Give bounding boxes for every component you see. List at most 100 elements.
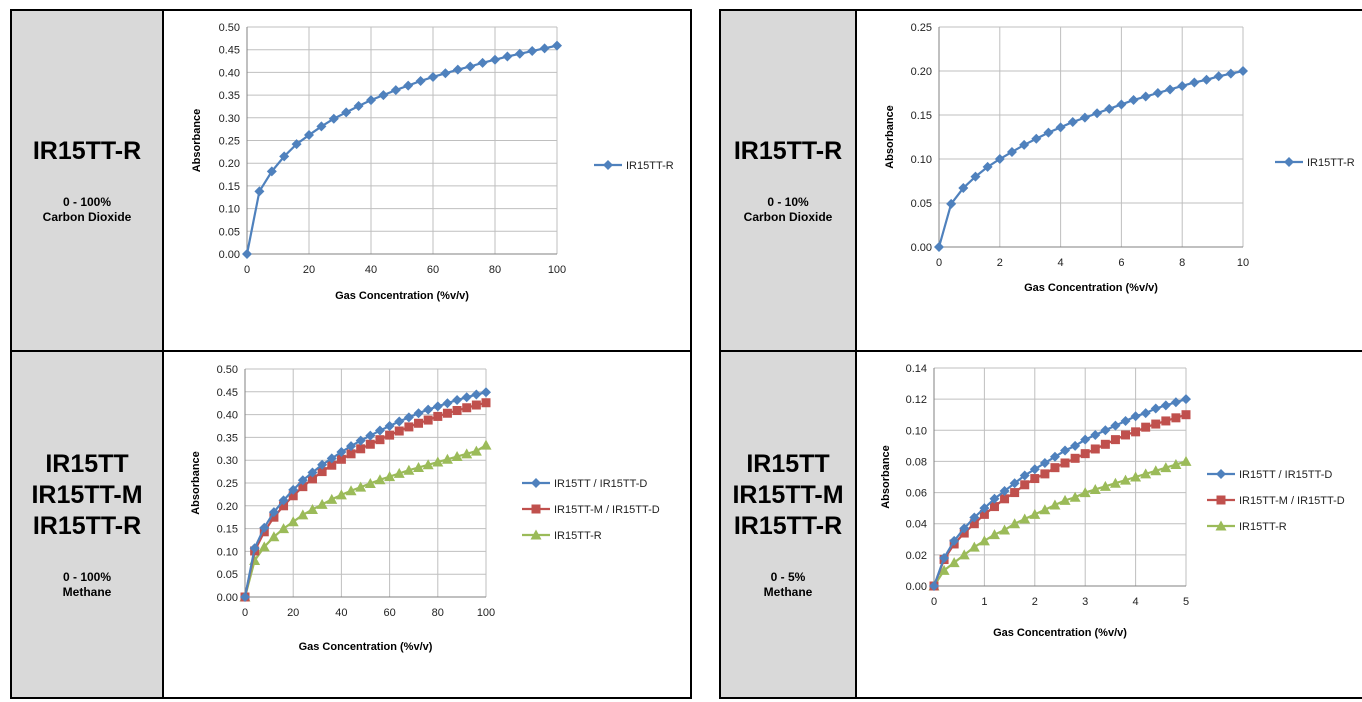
- x-tick-label: 0: [936, 257, 942, 269]
- data-point: [1161, 416, 1171, 426]
- y-axis-title: Absorbance: [884, 105, 896, 169]
- x-tick-label: 0: [242, 607, 248, 619]
- y-tick-label: 0.05: [219, 226, 240, 238]
- legend-marker: [530, 529, 542, 540]
- data-point: [317, 459, 328, 470]
- data-point: [1100, 425, 1111, 436]
- y-tick-label: 0.40: [219, 67, 240, 79]
- x-tick-label: 80: [432, 607, 444, 619]
- data-point: [432, 456, 444, 467]
- data-point: [279, 151, 290, 162]
- x-axis-title: Gas Concentration (%v/v): [993, 627, 1127, 639]
- data-point: [254, 186, 265, 197]
- y-tick-label: 0.45: [217, 387, 238, 399]
- data-point: [470, 445, 482, 456]
- data-point: [1116, 99, 1127, 110]
- data-point: [1160, 462, 1172, 473]
- data-point: [1181, 410, 1191, 420]
- data-point: [451, 451, 463, 462]
- data-point: [291, 139, 302, 150]
- data-point: [1100, 439, 1110, 449]
- data-point: [1019, 513, 1031, 524]
- data-point: [394, 426, 404, 436]
- data-point: [1039, 457, 1050, 468]
- data-point: [958, 549, 970, 560]
- data-point: [279, 501, 289, 511]
- legend-marker: [1284, 157, 1294, 167]
- data-point: [341, 107, 352, 118]
- data-point: [1130, 471, 1142, 482]
- sensor-label-cell: IR15TT IR15TT-M IR15TT-R 0 - 5% Methane: [721, 352, 857, 697]
- data-point: [364, 477, 376, 488]
- legend-label: IR15TT-M / IR15TT-D: [554, 504, 660, 516]
- y-axis-title: Absorbance: [191, 109, 203, 173]
- x-axis-title: Gas Concentration (%v/v): [335, 290, 469, 302]
- data-point: [471, 400, 481, 410]
- data-point: [471, 389, 482, 400]
- sensor-name-line: IR15TT-M: [31, 481, 143, 509]
- y-tick-label: 0.08: [906, 456, 927, 468]
- data-point: [298, 482, 308, 492]
- chart-cell: 0.00 0.05 0.10 0.15 0.20 0.25 0.30 0.35 0.40 0.45…: [164, 11, 690, 350]
- x-tick-label: 6: [1118, 257, 1124, 269]
- data-point: [968, 541, 980, 552]
- data-point: [1238, 66, 1248, 76]
- data-point: [999, 486, 1010, 497]
- legend-label: IR15TT / IR15TT-D: [554, 478, 647, 490]
- y-tick-label: 0.45: [219, 45, 240, 57]
- sensor-name-line: IR15TT-R: [32, 512, 142, 540]
- data-point: [378, 90, 389, 101]
- data-point: [356, 444, 366, 454]
- data-point: [1090, 444, 1100, 454]
- data-point: [1170, 397, 1181, 408]
- data-point: [1213, 71, 1224, 82]
- data-point: [432, 401, 443, 412]
- legend-label: IR15TT-R: [626, 160, 674, 172]
- data-point: [304, 130, 314, 141]
- data-point: [1140, 468, 1152, 479]
- x-tick-label: 0: [931, 596, 937, 608]
- data-point: [1092, 108, 1103, 119]
- legend-marker: [1216, 495, 1226, 505]
- data-point: [1181, 394, 1191, 405]
- data-point: [422, 459, 434, 470]
- y-tick-label: 0.15: [217, 524, 238, 536]
- data-point: [1140, 408, 1151, 419]
- y-tick-label: 0.25: [217, 478, 238, 490]
- data-point: [1121, 430, 1131, 440]
- data-point: [1029, 508, 1041, 519]
- data-point: [1090, 429, 1101, 440]
- data-point: [988, 529, 1000, 540]
- legend-label: IR15TT-R: [554, 530, 602, 542]
- y-tick-label: 0.35: [217, 432, 238, 444]
- x-tick-label: 60: [427, 264, 439, 276]
- data-point: [297, 475, 308, 486]
- data-point: [240, 592, 250, 602]
- legend-label: IR15TT-M / IR15TT-D: [1239, 495, 1345, 507]
- y-tick-label: 0.02: [906, 550, 927, 562]
- data-point: [1060, 445, 1071, 456]
- data-point: [433, 411, 443, 421]
- y-tick-label: 0.00: [911, 242, 932, 254]
- x-tick-label: 60: [383, 607, 395, 619]
- data-point: [1020, 480, 1030, 490]
- data-point: [384, 471, 396, 482]
- legend-marker: [603, 160, 613, 170]
- sensor-label-cell: IR15TT-R 0 - 100% Carbon Dioxide: [12, 11, 164, 350]
- data-point: [1009, 478, 1020, 489]
- gas-label: Methane: [62, 585, 112, 599]
- right-table: IR15TT-R 0 - 10% Carbon Dioxide 0.00 0.05…: [719, 9, 1362, 699]
- data-point: [1131, 427, 1141, 437]
- data-point: [335, 489, 347, 500]
- y-axis-title: Absorbance: [880, 445, 892, 509]
- data-point: [948, 557, 960, 568]
- data-point: [1070, 440, 1081, 451]
- absorbance-chart: 0.00 0.05 0.10 0.15 0.20 0.25 0 2 4 6 8 10 Gas Conce…: [884, 22, 1355, 294]
- data-point: [1201, 74, 1212, 85]
- y-tick-label: 0.50: [219, 22, 240, 34]
- data-point: [297, 509, 309, 520]
- y-tick-label: 0.06: [906, 488, 927, 500]
- data-point: [1120, 474, 1132, 485]
- y-tick-label: 0.12: [906, 394, 927, 406]
- data-point: [949, 535, 960, 546]
